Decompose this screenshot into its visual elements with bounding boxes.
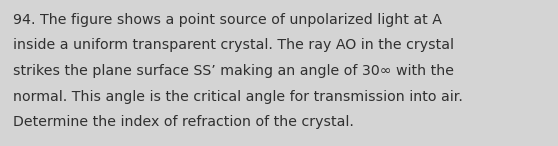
Text: 94. The figure shows a point source of unpolarized light at A: 94. The figure shows a point source of u… (13, 13, 442, 27)
Text: normal. This angle is the critical angle for transmission into air.: normal. This angle is the critical angle… (13, 89, 463, 104)
Text: strikes the plane surface SS’ making an angle of 30∞ with the: strikes the plane surface SS’ making an … (13, 64, 454, 78)
Text: inside a uniform transparent crystal. The ray AO in the crystal: inside a uniform transparent crystal. Th… (13, 39, 454, 53)
Text: Determine the index of refraction of the crystal.: Determine the index of refraction of the… (13, 115, 354, 129)
